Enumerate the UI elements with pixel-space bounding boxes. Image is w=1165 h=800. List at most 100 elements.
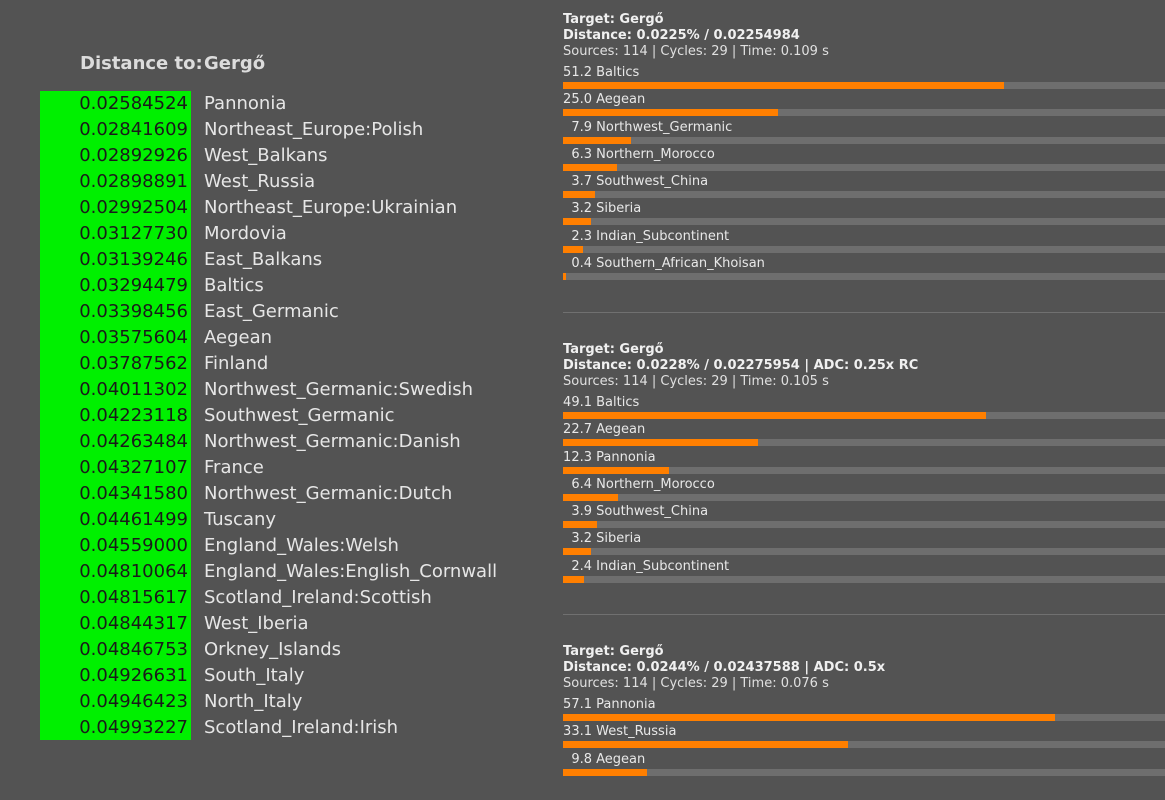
component-name: Aegean [596, 92, 646, 108]
component-bar: 6.3 Northern_Morocco [563, 147, 1165, 174]
component-bar: 2.3 Indian_Subcontinent [563, 229, 1165, 256]
component-label: 3.2 Siberia [563, 201, 641, 217]
distance-row: 0.04810064 England_Wales:English_Cornwall [40, 559, 560, 585]
distance-value: 0.02584524 [79, 93, 188, 114]
distance-value: 0.04846753 [79, 639, 188, 660]
model-panel-3: Target: Gergő Distance: 0.0244% / 0.02437… [563, 644, 1165, 779]
population-name: Scotland_Ireland:Scottish [204, 587, 432, 608]
distance-value: 0.04341580 [79, 483, 188, 504]
bar-fill [563, 575, 584, 583]
distance-value: 0.04461499 [79, 509, 188, 530]
component-label: 6.3 Northern_Morocco [563, 146, 715, 163]
distance-row: 0.03575604 Aegean [40, 325, 560, 351]
component-name: Siberia [596, 531, 642, 547]
distance-row: 0.04011302 Northwest_Germanic:Swedish [40, 377, 560, 403]
bar-track [563, 412, 1165, 419]
distance-value: 0.02841609 [79, 119, 188, 140]
component-label: 12.3 Pannonia [563, 450, 656, 466]
population-name: Northeast_Europe:Polish [204, 119, 424, 140]
component-percent: 25.0 [563, 92, 592, 108]
component-label: 0.4 Southern_African_Khoisan [563, 256, 765, 272]
panel-divider [563, 614, 1165, 615]
distance-value: 0.04993227 [79, 717, 188, 738]
component-bar: 25.0 Aegean [563, 92, 1165, 119]
bar-track [563, 82, 1165, 89]
distance-row: 0.02898891 West_Russia [40, 169, 560, 195]
distance-value: 0.04810064 [79, 561, 188, 582]
panel-distance: Distance: 0.0244% / 0.02437588 | ADC: 0.… [563, 660, 886, 675]
bar-fill [563, 109, 779, 117]
component-bar: 22.7 Aegean [563, 422, 1165, 449]
component-bar: 12.3 Pannonia [563, 450, 1165, 477]
component-bar: 51.2 Baltics [563, 65, 1165, 92]
bar-fill [563, 741, 848, 749]
component-percent: 57.1 [563, 697, 592, 712]
component-label: 3.7 Southwest_China [563, 174, 708, 190]
population-name: Finland [204, 353, 269, 374]
component-bar: 6.4 Northern_Morocco [563, 477, 1165, 504]
distance-row: 0.02841609 Northeast_Europe:Polish [40, 117, 560, 143]
component-bars: 57.1 Pannonia 33.1 West_Russia 9.8 Aegean [563, 697, 1165, 779]
bar-track [563, 548, 1165, 556]
distance-value: 0.04815617 [79, 587, 188, 608]
bar-track [563, 191, 1165, 199]
component-label: 22.7 Aegean [563, 422, 645, 438]
distance-row: 0.04926631 South_Italy [40, 663, 560, 689]
component-percent: 6.4 [571, 476, 592, 492]
distance-row: 0.04993227 Scotland_Ireland:Irish [40, 715, 560, 741]
component-percent: 3.9 [571, 504, 592, 520]
distance-value: 0.04946423 [79, 691, 188, 712]
bar-track [563, 714, 1165, 721]
distance-row: 0.03139246 East_Balkans [40, 247, 560, 273]
bar-track [563, 741, 1165, 749]
component-percent: 33.1 [563, 724, 592, 740]
distance-row: 0.02892926 West_Balkans [40, 143, 560, 169]
component-bar: 3.2 Siberia [563, 201, 1165, 228]
component-name: Baltics [596, 395, 640, 410]
distance-value: 0.03139246 [79, 249, 188, 270]
component-bars: 49.1 Baltics 22.7 Aegean 12.3 Pannonia 6.4 … [563, 395, 1165, 586]
population-name: Mordovia [204, 223, 287, 244]
component-name: Southwest_China [596, 504, 709, 520]
panel-target: Target: Gergő [563, 342, 664, 357]
component-label: 33.1 West_Russia [563, 724, 676, 740]
component-percent: 49.1 [563, 395, 592, 410]
component-label: 3.2 Siberia [563, 531, 641, 547]
bar-fill [563, 439, 759, 447]
distance-value: 0.03575604 [79, 327, 188, 348]
distance-value: 0.02992504 [79, 197, 188, 218]
distance-row: 0.04559000 England_Wales:Welsh [40, 533, 560, 559]
population-name: Baltics [204, 275, 264, 296]
distance-row: 0.04461499 Tuscany [40, 507, 560, 533]
population-name: Northwest_Germanic:Dutch [204, 483, 453, 504]
distance-row: 0.04844317 West_Iberia [40, 611, 560, 637]
population-name: Orkney_Islands [204, 639, 342, 660]
bar-track [563, 245, 1165, 253]
panel-distance: Distance: 0.0228% / 0.02275954 | ADC: 0.… [563, 358, 919, 373]
population-name: Pannonia [204, 93, 287, 114]
panel-distance: Distance: 0.0225% / 0.02254984 [563, 28, 800, 43]
distance-row: 0.03127730 Mordovia [40, 221, 560, 247]
component-bar: 33.1 West_Russia [563, 724, 1165, 751]
bar-track [563, 218, 1165, 226]
population-name: South_Italy [204, 665, 305, 686]
component-label: 9.8 Aegean [563, 752, 645, 768]
component-name: Aegean [596, 751, 646, 767]
distance-target-name: Gergő [204, 53, 266, 74]
component-bar: 0.4 Southern_African_Khoisan [563, 256, 1165, 283]
population-name: East_Germanic [204, 301, 339, 322]
component-name: Northern_Morocco [596, 146, 715, 162]
distance-row: 0.03787562 Finland [40, 351, 560, 377]
panel-divider [563, 312, 1165, 313]
component-percent: 0.4 [571, 256, 592, 272]
component-bar: 49.1 Baltics [563, 395, 1165, 422]
component-bar: 2.4 Indian_Subcontinent [563, 559, 1165, 586]
bar-track [563, 466, 1165, 474]
bar-fill [563, 412, 986, 419]
distance-row: 0.04327107 France [40, 455, 560, 481]
distance-value: 0.02898891 [79, 171, 188, 192]
component-bar: 3.9 Southwest_China [563, 504, 1165, 531]
bar-fill [563, 218, 591, 226]
component-name: West_Russia [596, 724, 677, 740]
component-name: Indian_Subcontinent [596, 228, 730, 244]
